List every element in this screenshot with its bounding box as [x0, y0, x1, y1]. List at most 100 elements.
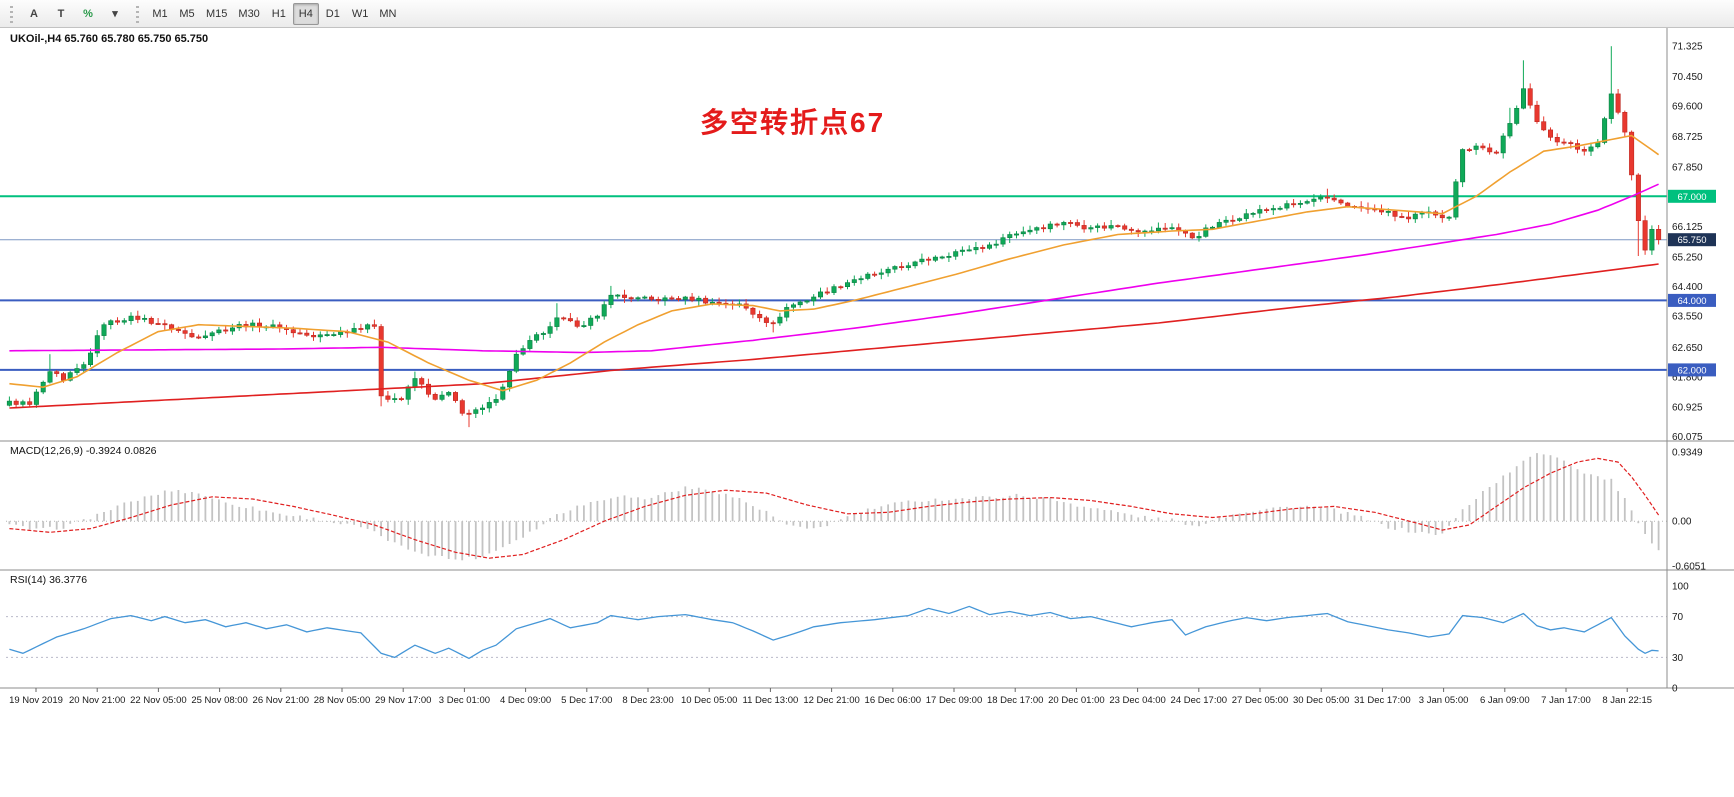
- chart-annotation-text[interactable]: 多空转折点67: [700, 107, 886, 138]
- toolbar-grip[interactable]: [134, 4, 141, 23]
- candle-body: [1257, 209, 1263, 214]
- macd-histogram-bar: [812, 521, 815, 529]
- macd-histogram-bar: [1651, 521, 1653, 544]
- macd-histogram-bar: [542, 521, 545, 525]
- price-axis-label: 60.075: [1672, 432, 1703, 443]
- macd-histogram-bar: [319, 521, 322, 522]
- rsi-axis-label: 0: [1672, 684, 1678, 695]
- macd-histogram-bar: [995, 498, 998, 522]
- timeframe-w1-button[interactable]: W1: [351, 7, 369, 20]
- text-tool-button[interactable]: T: [57, 7, 65, 20]
- candle-body: [432, 393, 438, 400]
- time-axis-label: 19 Nov 2019: [9, 695, 63, 706]
- macd-panel-layer: [6, 453, 1667, 561]
- macd-histogram-bar: [1123, 513, 1126, 522]
- timeframe-m1-button[interactable]: M1: [152, 7, 168, 20]
- candle-body: [642, 296, 648, 299]
- candle-body: [1642, 220, 1648, 251]
- timeframe-h4-button[interactable]: H4: [292, 2, 319, 25]
- macd-histogram-bar: [528, 521, 531, 532]
- macd-histogram-bar: [1340, 513, 1342, 522]
- macd-histogram-bar: [474, 521, 477, 560]
- candle-body: [1541, 121, 1547, 131]
- candle-body: [1061, 222, 1067, 226]
- macd-histogram-bar: [1137, 517, 1140, 522]
- price-axis-label: 69.600: [1672, 102, 1703, 113]
- macd-histogram-bar: [501, 521, 504, 548]
- macd-histogram-bar: [1245, 512, 1248, 522]
- macd-histogram-bar: [136, 500, 139, 522]
- candle-body: [162, 323, 168, 326]
- macd-histogram-bar: [941, 500, 943, 522]
- macd-histogram-bar: [76, 520, 78, 522]
- macd-histogram-bar: [1306, 505, 1308, 522]
- percent-scale-button[interactable]: %: [83, 7, 93, 20]
- macd-histogram-bar: [292, 516, 295, 522]
- candle-body: [223, 329, 229, 332]
- macd-histogram-bar: [157, 494, 159, 522]
- candle-body: [67, 372, 73, 381]
- candle-body: [1135, 230, 1141, 233]
- time-axis-label: 27 Dec 05:00: [1232, 695, 1289, 706]
- time-axis-label: 31 Dec 17:00: [1354, 695, 1411, 706]
- price-axis-label: 71.325: [1672, 42, 1703, 53]
- macd-histogram-bar: [772, 516, 775, 522]
- timeframe-d1-button[interactable]: D1: [325, 7, 340, 20]
- macd-histogram-bar: [900, 501, 903, 522]
- toolbar-menu-button[interactable]: ▾: [112, 8, 118, 20]
- macd-histogram-bar: [1035, 498, 1038, 522]
- macd-histogram-bar: [441, 521, 443, 556]
- toolbar-grip[interactable]: [8, 4, 15, 23]
- macd-histogram-bar: [285, 515, 288, 522]
- timeframe-m15-button[interactable]: M15: [206, 7, 228, 20]
- candle-body: [1068, 222, 1074, 224]
- time-axis-label: 30 Dec 05:00: [1293, 695, 1350, 706]
- candle-body: [405, 386, 411, 400]
- macd-histogram-bar: [968, 499, 971, 522]
- macd-histogram-bar: [495, 521, 497, 551]
- candle-body: [804, 300, 810, 303]
- candle-body: [74, 368, 80, 373]
- macd-histogram-bar: [846, 516, 849, 522]
- candle-body: [385, 395, 391, 400]
- macd-histogram-bar: [569, 510, 572, 522]
- candle-body: [1554, 137, 1560, 143]
- macd-histogram-bar: [738, 498, 741, 522]
- candle-body: [1074, 222, 1080, 226]
- macd-histogram-bar: [596, 500, 599, 522]
- macd-histogram-bar: [1360, 515, 1363, 522]
- candle-body: [703, 297, 709, 304]
- macd-histogram-bar: [1522, 460, 1525, 522]
- macd-histogram-bar: [1056, 501, 1058, 522]
- ma-fast-orange-line: [9, 134, 1660, 392]
- macd-histogram-bar: [887, 504, 889, 522]
- macd-histogram-bar: [657, 495, 660, 522]
- timeframe-m5-button[interactable]: M5: [179, 7, 195, 20]
- macd-histogram-bar: [35, 521, 38, 529]
- macd-histogram-bar: [1583, 473, 1586, 522]
- macd-histogram-bar: [1286, 506, 1288, 522]
- pointer-tool-button[interactable]: A: [30, 7, 38, 20]
- candle-body: [1041, 227, 1047, 230]
- rsi-axis-label: 30: [1672, 653, 1684, 664]
- macd-histogram-bar: [718, 494, 720, 522]
- timeframe-h1-button[interactable]: H1: [271, 7, 286, 20]
- candle-body: [1507, 123, 1513, 137]
- candle-body: [655, 298, 661, 301]
- candle-body: [493, 399, 499, 403]
- timeframe-mn-button[interactable]: MN: [379, 7, 397, 20]
- macd-histogram-bar: [339, 521, 342, 525]
- macd-histogram-bar: [143, 496, 146, 522]
- macd-histogram-bar: [454, 521, 457, 560]
- timeframe-m30-button[interactable]: M30: [238, 7, 260, 20]
- candle-body: [270, 324, 276, 327]
- candle-body: [1027, 229, 1033, 233]
- candle-body: [1291, 203, 1297, 206]
- price-badge-label: 65.750: [1677, 235, 1706, 246]
- macd-histogram-bar: [197, 493, 200, 522]
- macd-histogram-bar: [1144, 515, 1146, 522]
- macd-histogram-bar: [1563, 460, 1565, 522]
- macd-axis-label: 0.00: [1672, 517, 1692, 528]
- candle-body: [953, 251, 959, 257]
